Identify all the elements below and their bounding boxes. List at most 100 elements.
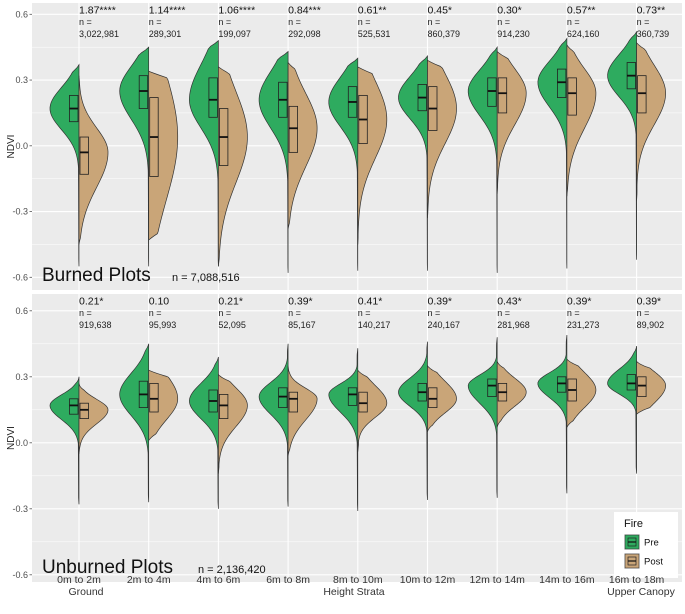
y-tick-label: 0.0 [15,438,28,448]
violin-post-4 [357,369,388,452]
effect-size-label: 1.87**** [79,5,116,17]
y-tick-label: -0.6 [12,272,28,282]
legend-label-pre: Pre [644,538,659,549]
effect-size-label: 0.41* [358,296,383,308]
n-prefix-label: n = [428,308,441,318]
x-tick-label: 16m to 18m [609,574,665,586]
effect-size-label: 0.57** [567,5,596,17]
x-tick-label: 8m to 10m [333,574,383,586]
x-tick-label: 14m to 16m [539,574,595,586]
box-pre-6 [487,378,497,398]
n-prefix-label: n = [637,308,650,318]
legend: Fire Pre Post [614,512,678,578]
n-count-label: 89,902 [637,320,665,330]
violin-pre-7 [537,334,568,494]
violin-pre-5 [398,54,428,271]
effect-size-label: 0.21* [218,296,243,308]
effect-size-label: 0.39* [637,296,662,308]
effect-size-label: 0.10 [149,296,170,308]
violin-post-6 [496,50,527,195]
violin-pre-8 [607,345,637,474]
n-count-label: 860,379 [428,29,461,39]
n-count-label: 525,531 [358,29,391,39]
violin-post-6 [496,361,527,428]
violin-post-7 [566,358,597,428]
violin-pre-3 [258,50,289,273]
box-pre-7 [557,376,567,393]
box-post-0 [79,402,89,420]
violin-post-0 [78,383,109,454]
violin-pre-5 [398,341,428,501]
y-tick-label: 0.3 [15,372,28,382]
n-count-label: 624,160 [567,29,600,39]
effect-size-label: 0.39* [428,296,453,308]
violin-post-1 [148,369,179,442]
n-prefix-label: n = [637,17,650,27]
violin-pre-6 [467,46,498,273]
violin-pre-7 [537,37,568,269]
n-prefix-label: n = [497,308,510,318]
n-prefix-label: n = [497,17,510,27]
box-post-8 [637,75,647,114]
box-post-3 [288,391,299,413]
x-tick-label: 2m to 4m [127,574,171,586]
n-prefix-label: n = [567,17,580,27]
n-prefix-label: n = [428,17,441,27]
box-post-0 [79,136,89,175]
x-tick-label: 0m to 2m [57,574,101,586]
y-tick-label: -0.3 [12,504,28,514]
n-count-label: 292,098 [288,29,321,39]
n-prefix-label: n = [149,308,162,318]
panel-title: Unburned Plots [42,557,173,578]
violin-post-3 [287,61,318,230]
n-count-label: 199,097 [218,29,251,39]
violin-post-2 [218,66,248,267]
n-prefix-label: n = [218,17,231,27]
y-tick-label: 0.3 [15,75,28,85]
box-post-4 [358,391,368,413]
box-post-2 [218,393,229,419]
violin-post-8 [636,41,666,201]
effect-size-label: 0.43* [497,296,522,308]
n-count-label: 289,301 [149,29,182,39]
legend-label-post: Post [644,557,663,568]
x-tick-label: 12m to 14m [469,574,525,586]
effect-size-label: 0.21* [79,296,104,308]
effect-size-label: 0.39* [288,296,313,308]
effect-size-label: 0.30* [497,5,522,17]
violin-post-4 [357,66,388,245]
legend-title: Fire [624,518,643,530]
box-post-5 [428,387,438,408]
effect-size-label: 0.45* [428,5,453,17]
violin-pre-4 [328,348,359,512]
n-count-label: 52,095 [218,320,246,330]
n-count-label: 919,638 [79,320,112,330]
x-canopy-label: Upper Canopy [607,586,675,598]
n-count-label: 85,167 [288,320,316,330]
n-count-label: 360,739 [637,29,670,39]
violin-post-7 [566,43,597,197]
violin-pre-6 [467,337,498,498]
panel-total-n: n = 7,088,516 [172,272,240,284]
violin-post-3 [287,365,318,457]
effect-size-label: 0.39* [567,296,592,308]
box-pre-1 [138,75,149,109]
n-prefix-label: n = [79,17,92,27]
n-count-label: 240,167 [428,320,461,330]
effect-size-label: 0.61** [358,5,387,17]
box-post-6 [497,77,508,114]
y-tick-label: 0.6 [15,306,28,316]
y-tick-label: 0.6 [15,9,28,19]
n-prefix-label: n = [79,308,92,318]
n-prefix-label: n = [288,17,301,27]
effect-size-label: 1.06**** [218,5,255,17]
n-count-label: 914,230 [497,29,530,39]
x-tick-label: 10m to 12m [400,574,456,586]
violin-pre-1 [119,343,150,503]
x-axis-title: Height Strata [323,586,384,598]
effect-size-label: 0.84*** [288,5,321,17]
box-pre-7 [557,68,567,98]
y-tick-label: -0.3 [12,207,28,217]
box-pre-8 [626,374,636,391]
